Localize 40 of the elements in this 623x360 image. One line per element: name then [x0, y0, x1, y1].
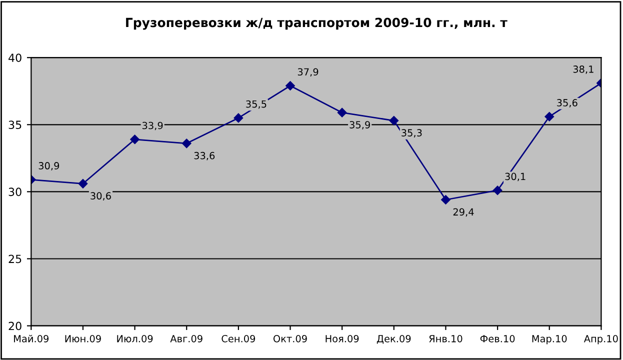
y-tick-label: 35	[8, 120, 22, 130]
x-tick-label: Апр.10	[584, 335, 618, 344]
data-label: 30,6	[90, 192, 111, 201]
point	[182, 138, 192, 148]
data-label: 37,9	[298, 68, 318, 77]
point	[389, 116, 399, 126]
data-label: 35,6	[557, 99, 578, 108]
point	[78, 179, 88, 188]
data-label: 35,5	[246, 100, 266, 109]
data-label: 33,6	[194, 152, 215, 160]
x-tick-label: Май.09	[14, 334, 49, 342]
point	[286, 81, 295, 90]
point	[337, 108, 347, 118]
data-label: 35,9	[350, 121, 370, 130]
x-tick-label: Янв.10	[429, 335, 462, 342]
data-label: 35,3	[402, 129, 422, 138]
point	[234, 113, 244, 123]
point	[544, 112, 554, 122]
point	[130, 134, 140, 144]
data-label: 38,1	[573, 66, 594, 74]
x-tick-label: Фев.10	[480, 335, 515, 342]
y-tick-label: 40	[8, 54, 22, 62]
x-tick-label: Окт.09	[273, 335, 307, 342]
y-tick-label: 30	[8, 188, 22, 196]
data-label: 33,9	[142, 122, 163, 130]
chart-title: Грузоперевозки ж/д транспортом 2009-10 гг., млн. т	[126, 18, 508, 30]
x-tick-label: Ноя.09	[326, 335, 359, 342]
x-tick-label: Июл.09	[117, 335, 153, 342]
y-tick-label: 20	[8, 322, 22, 330]
x-tick-label: Июн.09	[65, 335, 101, 342]
x-tick-label: Авг.09	[170, 335, 202, 342]
point	[492, 186, 502, 195]
y-tick-label: 25	[8, 254, 22, 264]
data-label: 30,1	[505, 172, 526, 182]
point	[441, 195, 450, 204]
data-label: 29,4	[453, 208, 474, 217]
x-tick-label: Дек.09	[376, 335, 411, 344]
data-label: 30,9	[38, 162, 60, 170]
x-tick-label: Мар.10	[532, 335, 567, 344]
x-tick-label: Сен.09	[222, 335, 256, 342]
